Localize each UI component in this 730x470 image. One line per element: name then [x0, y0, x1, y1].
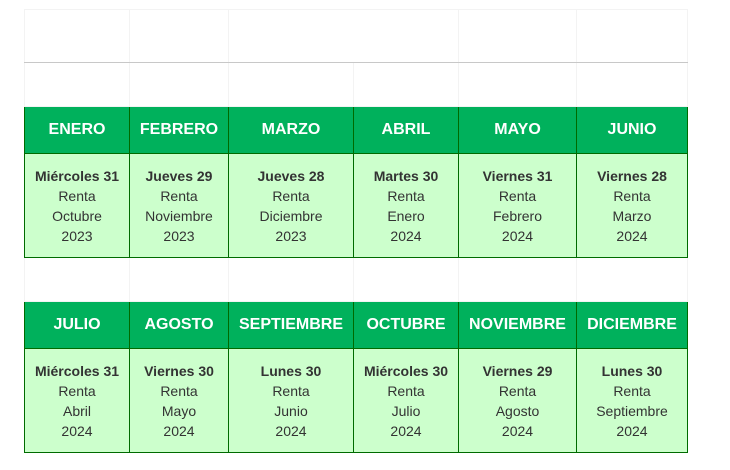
due-date-cell: Miércoles 30 Renta Julio 2024 — [353, 348, 459, 453]
reference-month: Octubre — [52, 207, 102, 224]
empty-cell — [24, 9, 130, 63]
reference-month: Febrero — [492, 207, 543, 224]
reference-month: Noviembre — [145, 207, 213, 224]
reference-month: Mayo — [161, 402, 197, 419]
due-date: Martes 30 — [373, 167, 439, 184]
empty-cell — [576, 9, 688, 63]
due-date: Viernes 30 — [144, 362, 214, 379]
month-header: JUNIO — [576, 106, 688, 154]
due-date-cell: Lunes 30 Renta Junio 2024 — [228, 348, 354, 453]
due-date-cell: Martes 30 Renta Enero 2024 — [353, 153, 459, 258]
reference-year: 2024 — [390, 422, 422, 439]
tax-label: Renta — [58, 187, 96, 204]
empty-cell — [228, 62, 354, 107]
empty-cell — [129, 62, 229, 107]
due-date-cell: Viernes 28 Renta Marzo 2024 — [576, 153, 688, 258]
reference-year: 2024 — [61, 422, 93, 439]
month-header: NOVIEMBRE — [458, 301, 577, 349]
reference-year: 2024 — [616, 227, 648, 244]
reference-year: 2023 — [61, 227, 93, 244]
tax-label: Renta — [613, 382, 651, 399]
tax-label: Renta — [272, 187, 310, 204]
empty-cell — [129, 9, 229, 63]
empty-cell — [353, 62, 459, 107]
reference-year: 2024 — [501, 227, 534, 244]
tax-calendar-table: 2024 ENERO FEBRERO MARZO ABRIL MAYO JUNIO Miér… — [24, 9, 688, 453]
reference-year: 2023 — [163, 227, 195, 244]
month-header: FEBRERO — [129, 106, 229, 154]
empty-cell — [228, 257, 354, 302]
tax-label: Renta — [58, 382, 96, 399]
due-date: Miércoles 30 — [363, 362, 449, 379]
month-header: DICIEMBRE — [576, 301, 688, 349]
month-header: JULIO — [24, 301, 130, 349]
due-date: Lunes 30 — [601, 362, 663, 379]
empty-cell — [24, 257, 130, 302]
reference-month: Julio — [391, 402, 421, 419]
due-date-cell: Miércoles 31 Renta Abril 2024 — [24, 348, 130, 453]
due-date: Miércoles 31 — [34, 167, 120, 184]
month-header: AGOSTO — [129, 301, 229, 349]
month-header-row: JULIO AGOSTO SEPTIEMBRE OCTUBRE NOVIEMBRE DIC… — [24, 301, 688, 349]
tax-label: Renta — [498, 187, 537, 204]
tax-label: Renta — [160, 382, 198, 399]
calendar-grid: 2024 ENERO FEBRERO MARZO ABRIL MAYO JUNIO Miér… — [24, 9, 688, 453]
reference-year: 2024 — [163, 422, 195, 439]
tax-label: Renta — [387, 187, 425, 204]
empty-cell — [24, 62, 130, 107]
empty-cell — [576, 257, 688, 302]
due-date-cell: Viernes 30 Renta Mayo 2024 — [129, 348, 229, 453]
empty-cell — [353, 257, 459, 302]
reference-month: Marzo — [612, 207, 652, 224]
due-date-cell: Jueves 29 Renta Noviembre 2023 — [129, 153, 229, 258]
reference-year: 2024 — [275, 422, 307, 439]
empty-cell — [129, 257, 229, 302]
spacer-row — [24, 62, 688, 107]
empty-cell — [576, 62, 688, 107]
empty-cell — [458, 62, 577, 107]
month-header-row: ENERO FEBRERO MARZO ABRIL MAYO JUNIO — [24, 106, 688, 154]
tax-label: Renta — [160, 187, 198, 204]
due-date-row: Miércoles 31 Renta Abril 2024 Viernes 30 Rent… — [24, 348, 688, 453]
tax-label: Renta — [272, 382, 310, 399]
month-header: SEPTIEMBRE — [228, 301, 354, 349]
year-title: 2024 — [228, 9, 459, 63]
due-date: Lunes 30 — [260, 362, 322, 379]
month-header: ENERO — [24, 106, 130, 154]
empty-cell — [458, 257, 577, 302]
reference-year: 2024 — [390, 227, 422, 244]
due-date-cell: Jueves 28 Renta Diciembre 2023 — [228, 153, 354, 258]
reference-month: Abril — [62, 402, 91, 419]
due-date: Miércoles 31 — [34, 362, 120, 379]
due-date: Jueves 29 — [145, 167, 213, 184]
month-header: MARZO — [228, 106, 354, 154]
reference-month: Enero — [387, 207, 425, 224]
due-date: Jueves 28 — [257, 167, 325, 184]
due-date-cell: Viernes 31 Renta Febrero 2024 — [458, 153, 577, 258]
reference-year: 2024 — [501, 422, 534, 439]
reference-month: Junio — [274, 402, 308, 419]
month-header: MAYO — [458, 106, 577, 154]
reference-month: Septiembre — [596, 402, 668, 419]
reference-month: Agosto — [495, 402, 540, 419]
empty-cell — [458, 9, 577, 63]
due-date-cell: Miércoles 31 Renta Octubre 2023 — [24, 153, 130, 258]
due-date: Viernes 29 — [482, 362, 553, 379]
reference-month: Diciembre — [259, 207, 323, 224]
due-date-cell: Viernes 29 Renta Agosto 2024 — [458, 348, 577, 453]
tax-label: Renta — [498, 382, 537, 399]
spacer-row — [24, 257, 688, 302]
month-header: OCTUBRE — [353, 301, 459, 349]
title-row: 2024 — [24, 9, 688, 63]
reference-year: 2023 — [275, 227, 307, 244]
month-header: ABRIL — [353, 106, 459, 154]
reference-year: 2024 — [616, 422, 648, 439]
tax-label: Renta — [387, 382, 425, 399]
due-date: Viernes 31 — [482, 167, 553, 184]
tax-label: Renta — [613, 187, 651, 204]
due-date-cell: Lunes 30 Renta Septiembre 2024 — [576, 348, 688, 453]
due-date-row: Miércoles 31 Renta Octubre 2023 Jueves 29 Ren… — [24, 153, 688, 258]
due-date: Viernes 28 — [597, 167, 667, 184]
